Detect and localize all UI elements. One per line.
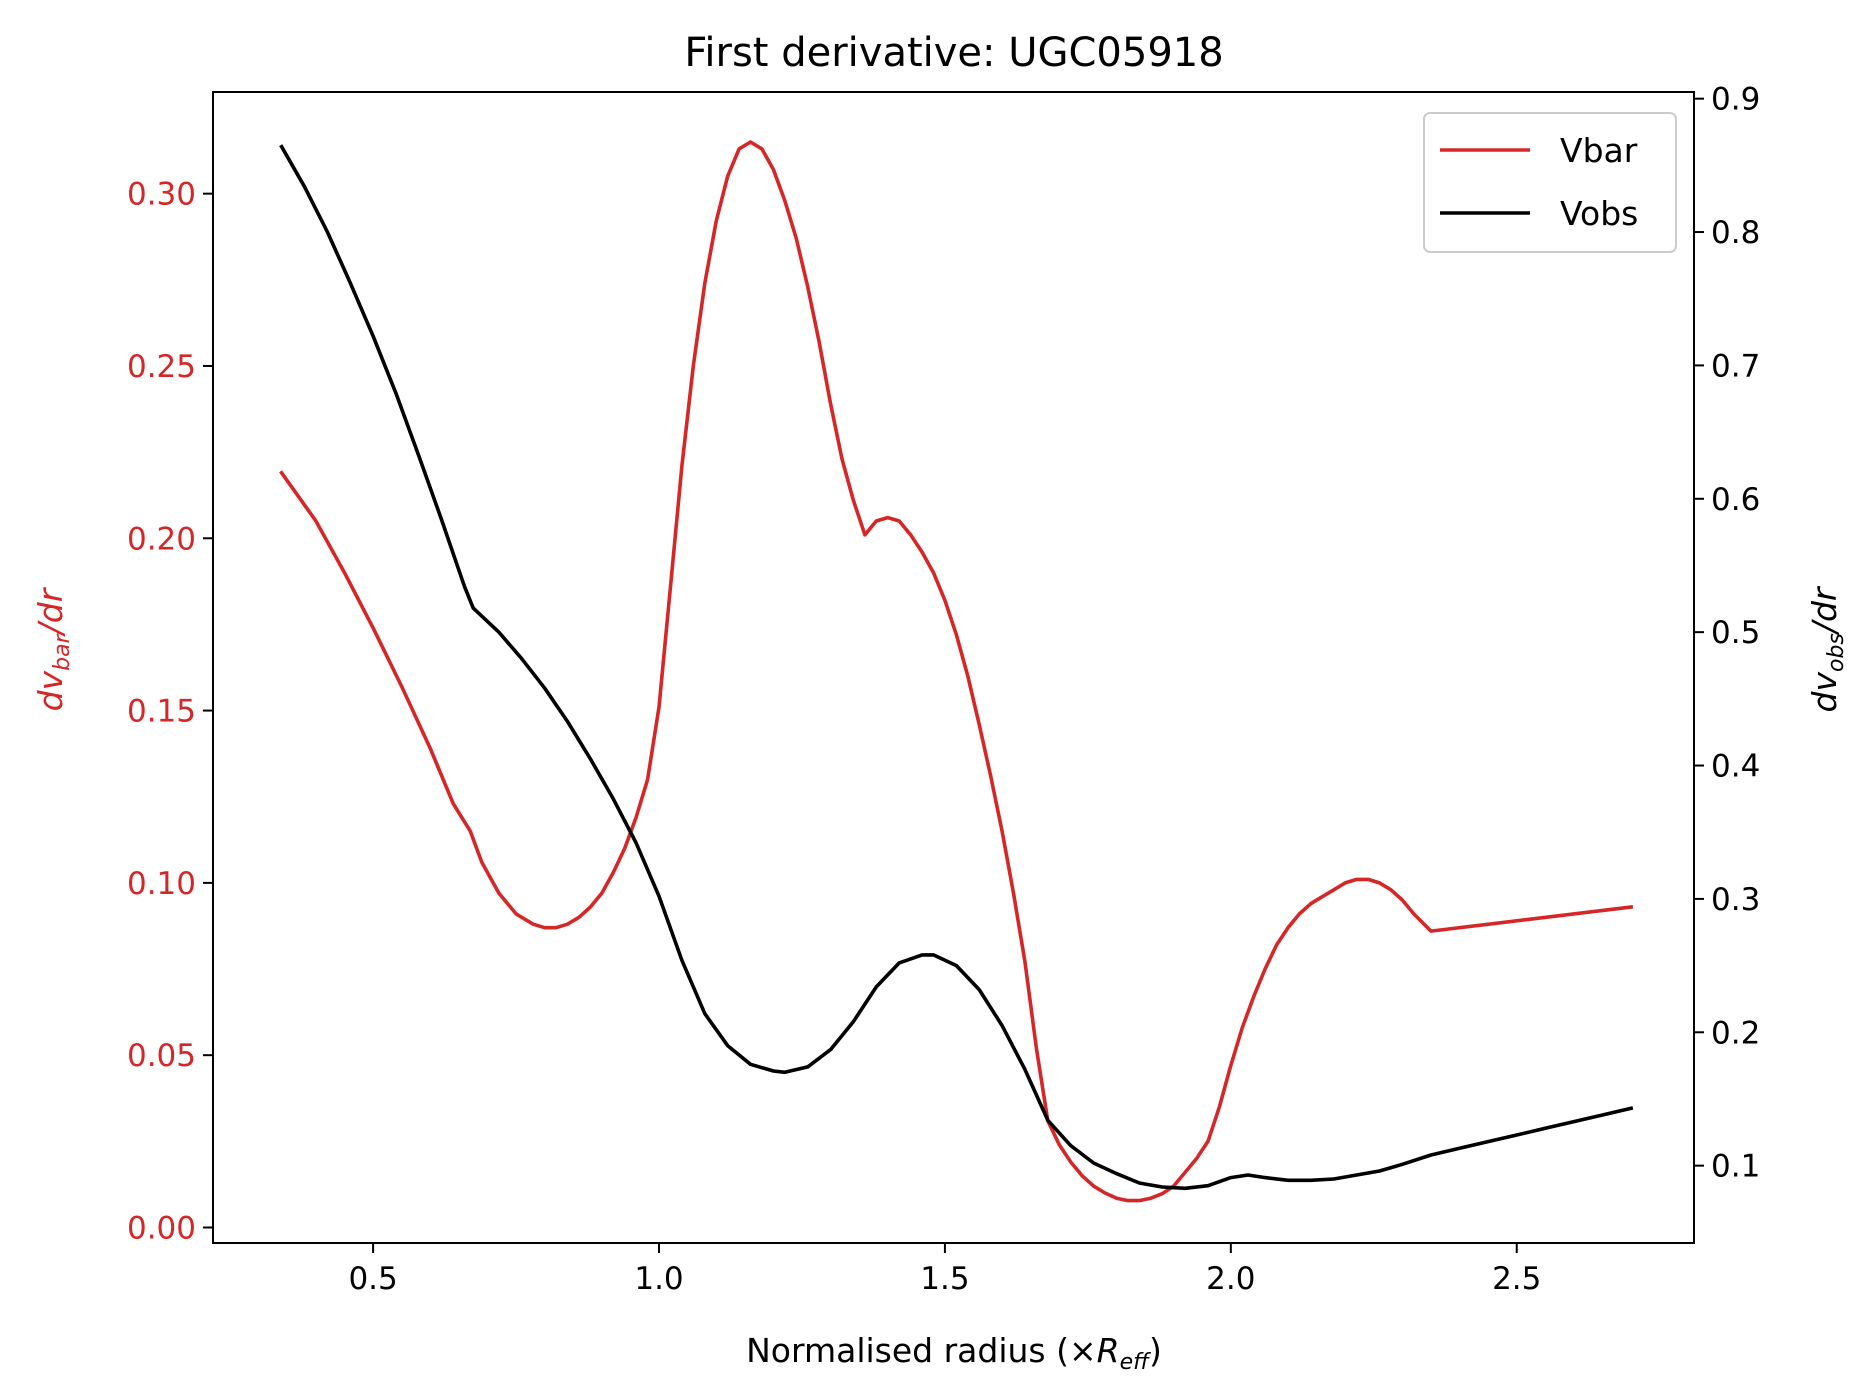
y-left-tick-label: 0.15 [127,694,196,730]
y-right-tick-label: 0.3 [1711,882,1760,918]
y-axis-right-var: v [1805,672,1844,692]
legend-label-vbar: Vbar [1560,131,1638,170]
y-axis-label-left: dvbar/dr [31,586,75,711]
x-tick-label: 1.0 [634,1261,683,1297]
legend-label-vobs: Vobs [1560,194,1638,233]
y-left-tick-label: 0.20 [127,521,196,557]
legend-box [1423,112,1677,253]
axes: 0.5 1.0 1.5 2.0 2.5 0.00 0.05 0.10 0.15 0.20 0.25 0… [127,82,1760,1297]
y-axis-left-var: v [31,670,70,690]
y-right-tick-label: 0.5 [1711,615,1760,651]
y-left-tick-label: 0.10 [127,866,196,902]
y-axis-left-sub: bar [50,632,75,670]
chart-title: First derivative: UGC05918 [684,30,1223,76]
legend: Vbar Vobs [1423,112,1677,253]
y-left-tick-label: 0.25 [127,349,196,385]
x-tick-label: 0.5 [348,1261,397,1297]
y-right-tick-label: 0.2 [1711,1015,1760,1051]
series-line-vbar [279,140,1634,1203]
x-axis-label-suffix: ) [1149,1331,1162,1370]
y-axis-right-tail: /dr [1805,585,1844,636]
y-left-tick-label: 0.05 [127,1038,196,1074]
plot-area [279,140,1634,1203]
x-tick-label: 2.5 [1492,1261,1541,1297]
x-tick-label: 2.0 [1206,1261,1255,1297]
y-right-tick-label: 0.9 [1711,82,1760,118]
y-right-tick-label: 0.8 [1711,215,1760,251]
plot-frame [212,91,1695,1244]
y-axis-label-right: dvobs/dr [1805,585,1849,712]
y-axis-right-d: d [1805,691,1844,713]
x-axis-label-var: R [1097,1331,1120,1370]
series-line-vobs [279,144,1634,1191]
x-axis-label-prefix: Normalised radius (× [746,1331,1097,1370]
y-left-tick-label: 0.00 [127,1210,196,1246]
y-axis-left-d: d [31,689,70,711]
x-axis-label: Normalised radius (×Reff) [746,1331,1162,1375]
y-axis-right-sub: obs [1824,633,1849,672]
y-left-tick-label: 0.30 [127,177,196,213]
y-right-tick-label: 0.7 [1711,348,1760,384]
y-right-tick-label: 0.4 [1711,749,1760,785]
x-axis-label-sub: eff [1120,1350,1152,1375]
y-right-tick-label: 0.1 [1711,1149,1760,1185]
x-tick-label: 1.5 [920,1261,969,1297]
y-axis-left-tail: /dr [31,586,70,637]
y-right-tick-label: 0.6 [1711,482,1760,518]
